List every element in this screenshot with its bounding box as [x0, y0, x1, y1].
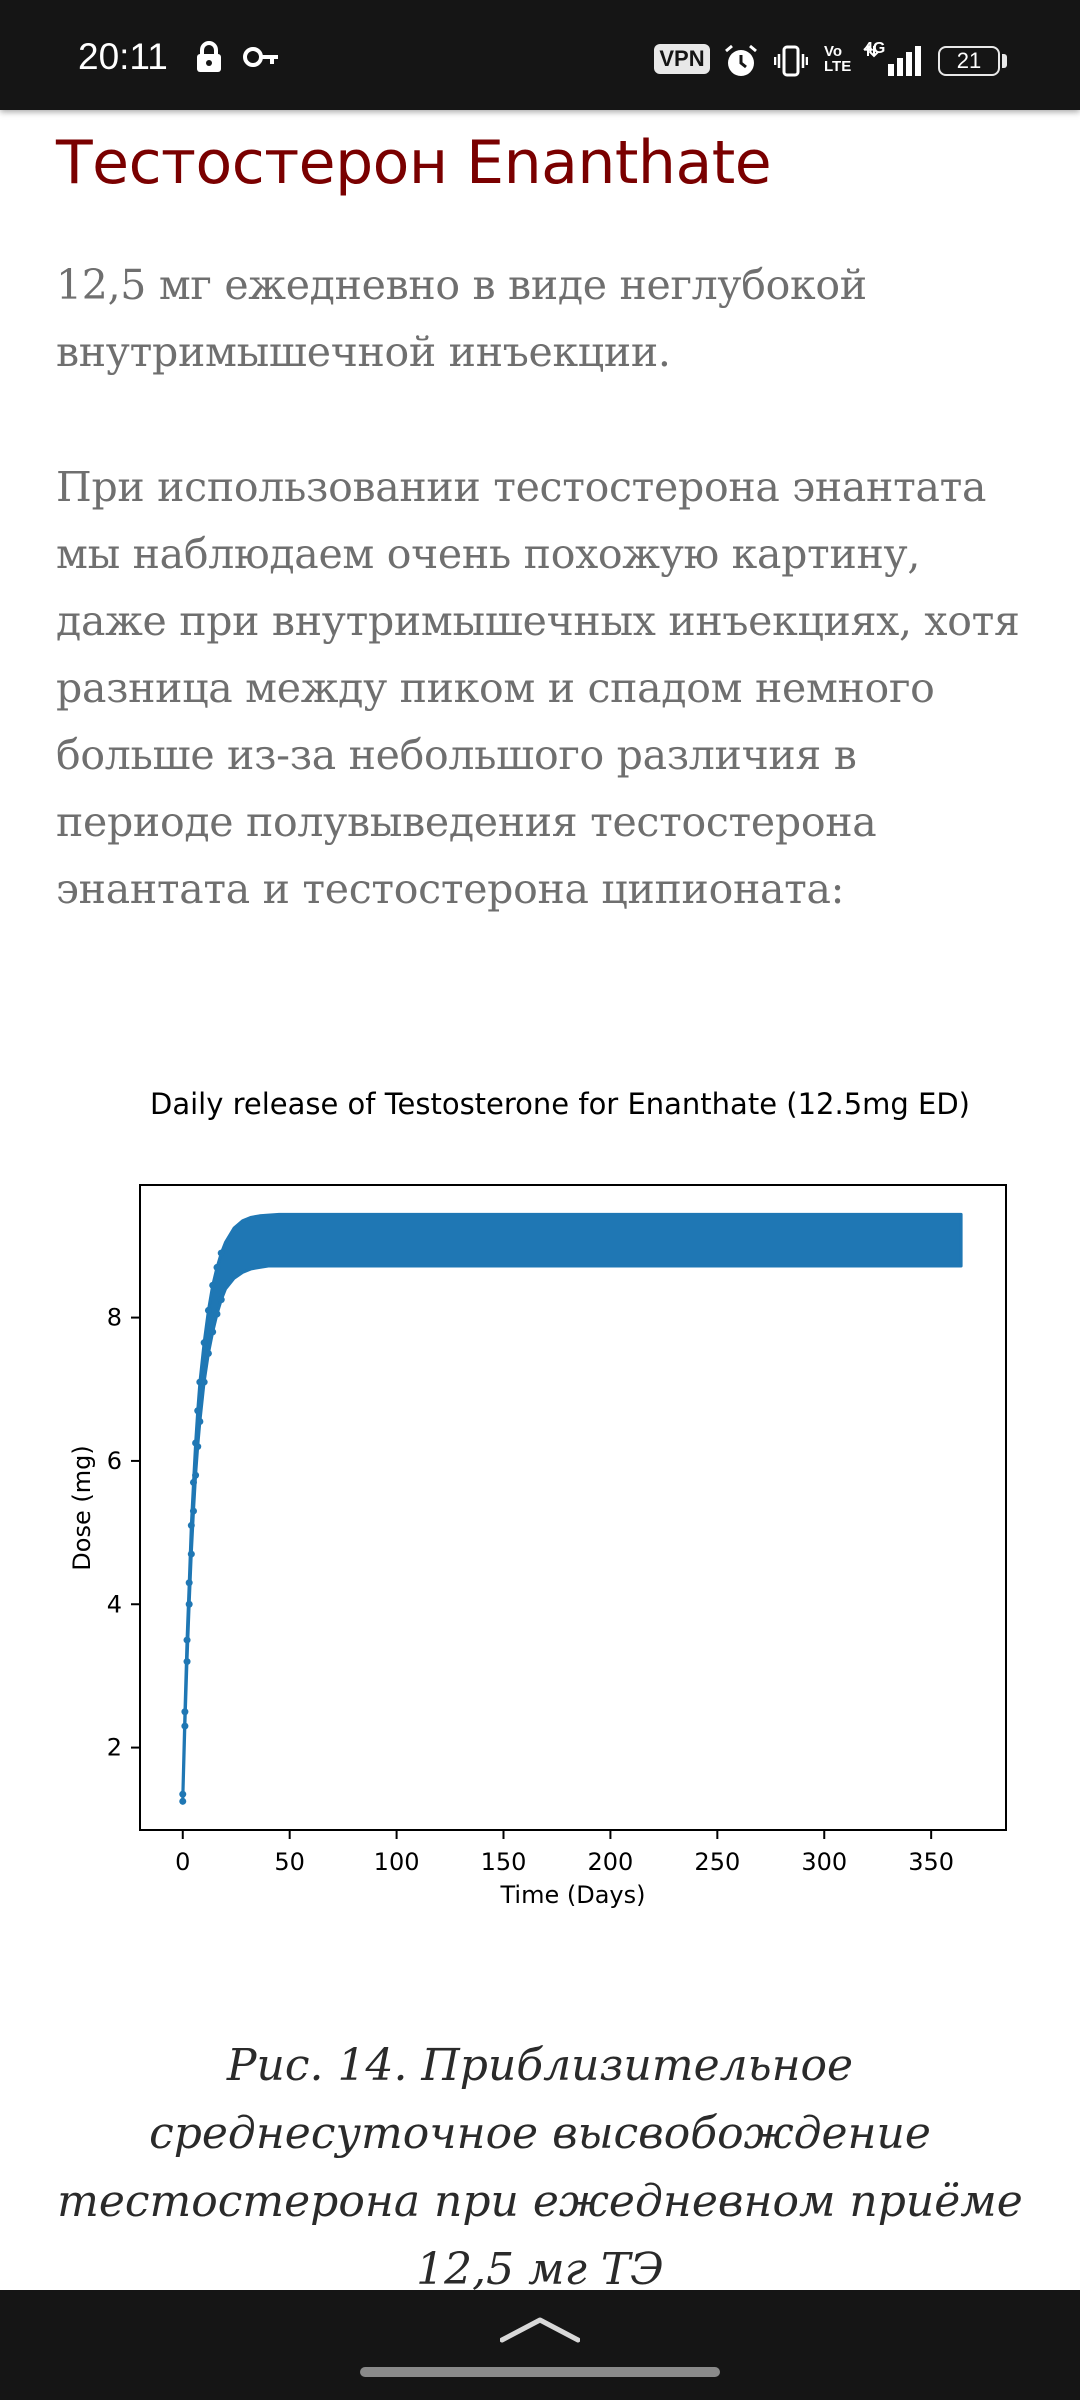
- chart-title: Daily release of Testosterone for Enanth…: [150, 1087, 970, 1121]
- data-point: [189, 1478, 197, 1486]
- data-point: [194, 1407, 202, 1415]
- data-point: [217, 1296, 225, 1304]
- x-tick-label: 200: [588, 1848, 634, 1876]
- data-point: [185, 1579, 193, 1587]
- data-point: [192, 1471, 200, 1479]
- signal-icon: [862, 44, 926, 83]
- x-tick-label: 350: [908, 1848, 954, 1876]
- navigation-bar: [0, 2290, 1080, 2400]
- data-point: [179, 1797, 187, 1805]
- y-tick-label: 8: [107, 1304, 122, 1332]
- data-series: [179, 1212, 963, 1805]
- x-axis-label: Time (Days): [500, 1881, 646, 1909]
- data-point: [213, 1263, 221, 1271]
- gesture-handle[interactable]: [360, 2367, 720, 2377]
- data-point: [181, 1722, 189, 1730]
- dose-chart: Daily release of Testosterone for Enanth…: [68, 1087, 1007, 1909]
- x-tick-label: 150: [481, 1848, 527, 1876]
- figure-caption: Рис. 14. Приблизительное среднесуточное …: [57, 2040, 1023, 2295]
- data-point: [183, 1658, 191, 1666]
- vibrate-icon: [773, 44, 809, 83]
- status-bar: 20:11 VPN Vo LTE 4G: [0, 0, 1080, 110]
- vpn-badge: VPN: [654, 44, 710, 74]
- x-tick-label: 300: [801, 1848, 847, 1876]
- alarm-icon: [722, 42, 760, 85]
- data-point: [181, 1708, 189, 1716]
- data-point: [183, 1636, 191, 1644]
- data-point: [209, 1328, 217, 1336]
- data-point: [209, 1281, 217, 1289]
- battery-tip: [1002, 54, 1007, 68]
- description-paragraph: При использовании тестостерона энантата …: [56, 463, 1020, 913]
- data-point: [204, 1306, 212, 1314]
- x-axis: 0 50 100 150 200 250 300 350: [175, 1830, 954, 1876]
- x-tick-label: 50: [274, 1848, 305, 1876]
- status-time: 20:11: [78, 36, 168, 77]
- data-point: [196, 1418, 204, 1425]
- data-point: [204, 1349, 212, 1357]
- series-band: [181, 1212, 963, 1803]
- battery-icon: 21: [938, 46, 1000, 76]
- data-point: [179, 1790, 187, 1798]
- dosage-paragraph: 12,5 мг ежедневно в виде неглубокой внут…: [56, 261, 867, 376]
- x-tick-label: 0: [175, 1848, 190, 1876]
- x-tick-label: 250: [694, 1848, 740, 1876]
- plot-frame: [139, 1184, 1007, 1831]
- y-tick-label: 2: [107, 1734, 122, 1762]
- data-point: [185, 1600, 193, 1608]
- data-point: [187, 1550, 195, 1558]
- data-point: [194, 1443, 202, 1451]
- chevron-up-icon[interactable]: [499, 2314, 581, 2349]
- data-point: [200, 1378, 208, 1386]
- x-tick-label: 100: [374, 1848, 420, 1876]
- data-point: [189, 1507, 197, 1515]
- data-point: [187, 1521, 195, 1529]
- y-tick-label: 4: [107, 1590, 122, 1618]
- data-point: [213, 1310, 221, 1318]
- y-tick-label: 6: [107, 1447, 122, 1475]
- y-axis: 2 4 6 8: [107, 1304, 140, 1762]
- volte-icon: Vo LTE: [824, 43, 852, 75]
- lock-icon: [192, 40, 226, 79]
- y-axis-label: Dose (mg): [68, 1445, 96, 1570]
- data-point: [217, 1249, 225, 1257]
- page-title: Тестостерон Enanthate: [56, 128, 772, 198]
- data-point: [200, 1339, 208, 1347]
- key-icon: [242, 40, 280, 79]
